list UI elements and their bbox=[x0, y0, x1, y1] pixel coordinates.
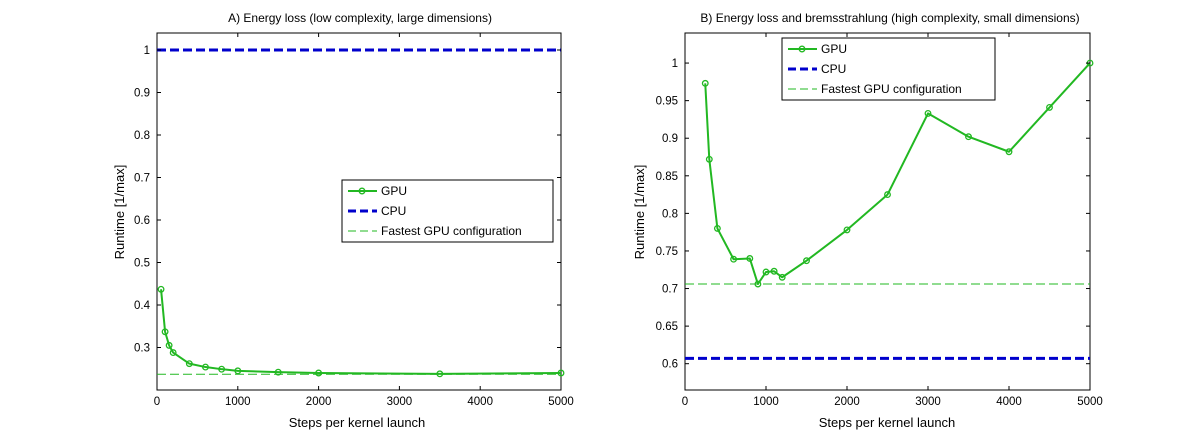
legend-box bbox=[341, 179, 554, 243]
data-point bbox=[730, 255, 738, 263]
data-point bbox=[778, 273, 786, 281]
series-line-gpu bbox=[704, 62, 1091, 286]
legend-label-cpu: CPU bbox=[821, 62, 846, 76]
y-tick-label: 0.9 bbox=[662, 133, 678, 145]
legend-marker-gpu bbox=[358, 187, 366, 195]
x-tick-label: 0 bbox=[154, 396, 160, 408]
y-tick-label: 0.4 bbox=[134, 300, 151, 312]
chart-panel-a: A) Energy loss (low complexity, large di… bbox=[112, 11, 574, 430]
chart-title: B) Energy loss and bremsstrahlung (high … bbox=[700, 11, 1079, 25]
legend-label-gpu: GPU bbox=[381, 184, 407, 198]
data-point bbox=[315, 369, 323, 377]
data-point bbox=[218, 365, 226, 373]
y-tick-label: 0.85 bbox=[656, 171, 678, 183]
data-point bbox=[701, 79, 709, 87]
y-tick-label: 0.6 bbox=[134, 215, 150, 227]
legend: GPU CPU Fastest GPU configuration bbox=[341, 179, 554, 243]
tick-group: 0 1000 2000 3000 4000 5000 0.6 0.65 0.7 0.75 0.8 0.… bbox=[656, 33, 1103, 408]
data-point bbox=[762, 268, 770, 276]
y-tick-label: 0.95 bbox=[656, 96, 678, 108]
data-point bbox=[274, 368, 282, 376]
data-point bbox=[746, 255, 754, 262]
legend-label-fastest: Fastest GPU configuration bbox=[821, 82, 962, 96]
y-tick-label: 0.7 bbox=[662, 284, 678, 296]
data-point bbox=[965, 133, 972, 141]
tick-group: 0 1000 2000 3000 4000 5000 0.3 0.4 0.5 0.6 0.7 0.8 0… bbox=[134, 33, 574, 408]
data-point bbox=[713, 224, 721, 232]
data-point bbox=[169, 349, 177, 357]
x-tick-label: 3000 bbox=[387, 396, 413, 408]
legend-label-gpu: GPU bbox=[821, 42, 847, 56]
data-point bbox=[161, 328, 169, 336]
series-group bbox=[685, 59, 1094, 360]
data-point bbox=[557, 369, 565, 377]
legend-label-fastest: Fastest GPU configuration bbox=[381, 224, 522, 238]
chart-panel-b: B) Energy loss and bremsstrahlung (high … bbox=[632, 11, 1103, 430]
data-point bbox=[165, 341, 173, 349]
legend-label-cpu: CPU bbox=[381, 204, 406, 218]
x-tick-label: 3000 bbox=[915, 396, 941, 408]
data-point bbox=[803, 257, 810, 265]
y-tick-label: 0.3 bbox=[134, 343, 150, 355]
data-point bbox=[770, 267, 778, 275]
x-tick-label: 5000 bbox=[1077, 396, 1103, 408]
data-point bbox=[157, 285, 165, 293]
data-point bbox=[234, 367, 242, 375]
data-point bbox=[884, 191, 891, 199]
y-tick-label: 1 bbox=[672, 58, 678, 70]
y-tick-label: 0.75 bbox=[656, 246, 678, 258]
y-tick-label: 1 bbox=[144, 45, 150, 57]
y-tick-label: 0.6 bbox=[662, 359, 678, 371]
data-point bbox=[1046, 103, 1053, 111]
data-point bbox=[843, 226, 851, 234]
data-point bbox=[1005, 148, 1013, 156]
legend-marker-gpu bbox=[798, 45, 806, 53]
data-point bbox=[924, 109, 932, 117]
chart-title: A) Energy loss (low complexity, large di… bbox=[228, 11, 492, 25]
y-tick-label: 0.7 bbox=[134, 173, 150, 185]
x-tick-label: 2000 bbox=[834, 396, 860, 408]
x-tick-label: 4000 bbox=[996, 396, 1022, 408]
data-point bbox=[202, 363, 209, 371]
legend-box bbox=[781, 37, 996, 101]
y-tick-label: 0.9 bbox=[134, 88, 150, 100]
x-axis-label: Steps per kernel launch bbox=[289, 415, 426, 430]
x-tick-label: 1000 bbox=[225, 396, 251, 408]
y-tick-label: 0.8 bbox=[134, 130, 150, 142]
x-tick-label: 4000 bbox=[467, 396, 493, 408]
y-axis-label: Runtime [1/max] bbox=[632, 165, 647, 260]
x-tick-label: 1000 bbox=[753, 396, 779, 408]
y-tick-label: 0.8 bbox=[662, 208, 678, 220]
x-tick-label: 5000 bbox=[548, 396, 574, 408]
data-point bbox=[185, 360, 193, 368]
x-axis-label: Steps per kernel launch bbox=[819, 415, 956, 430]
series-group bbox=[157, 48, 565, 378]
y-tick-label: 0.5 bbox=[134, 258, 150, 270]
data-point bbox=[705, 155, 713, 163]
x-tick-label: 2000 bbox=[306, 396, 332, 408]
legend: GPU CPU Fastest GPU configuration bbox=[781, 37, 996, 101]
x-tick-label: 0 bbox=[682, 396, 688, 408]
y-tick-label: 0.65 bbox=[656, 321, 678, 333]
y-axis-label: Runtime [1/max] bbox=[112, 165, 127, 260]
